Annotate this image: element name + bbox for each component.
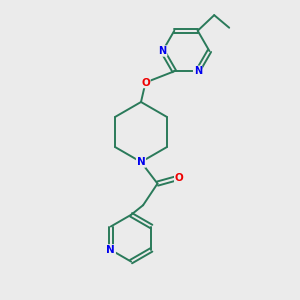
Text: N: N (194, 66, 202, 76)
Text: N: N (158, 46, 167, 56)
Text: N: N (106, 245, 115, 255)
Text: N: N (136, 157, 146, 167)
Text: O: O (175, 172, 184, 183)
Text: O: O (141, 77, 150, 88)
